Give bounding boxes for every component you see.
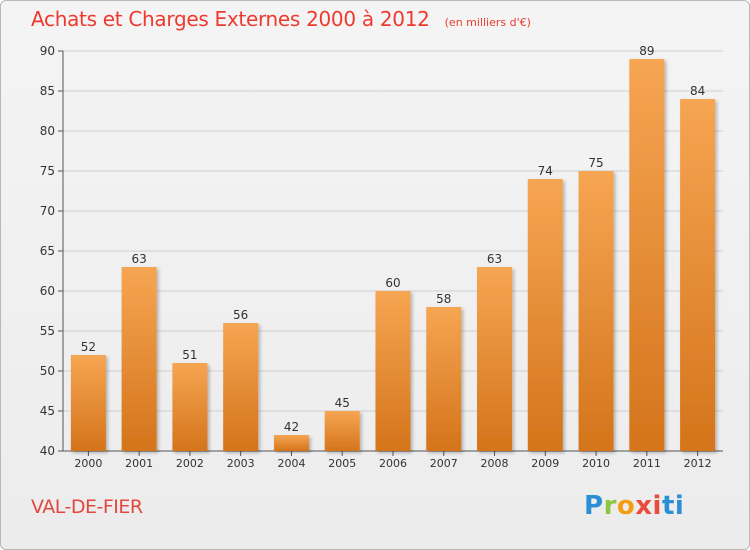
logo-letter: t [661,491,675,521]
bar [324,411,360,451]
x-tick-label: 2002 [176,457,204,470]
x-tick-label: 2001 [125,457,153,470]
place-name: VAL-DE-FIER [31,496,143,518]
x-tick-label: 2008 [481,457,509,470]
bar [375,291,411,451]
title-row: Achats et Charges Externes 2000 à 2012 (… [31,7,531,31]
data-label: 51 [182,348,197,362]
bar [680,99,716,451]
bar [70,355,106,451]
data-label: 52 [81,340,96,354]
data-label: 42 [284,420,299,434]
x-tick-label: 2007 [430,457,458,470]
y-tick-label: 85 [40,84,55,98]
x-tick-label: 2010 [582,457,610,470]
data-label: 60 [385,276,400,290]
y-tick-label: 60 [40,284,55,298]
logo-letter: x [635,491,653,521]
chart-subtitle: (en milliers d'€) [444,16,531,29]
bar [172,363,208,451]
bar [578,171,614,451]
data-label: 89 [639,44,654,58]
x-tick-label: 2011 [633,457,661,470]
data-label: 84 [690,84,705,98]
bar [629,59,665,451]
x-tick-label: 2005 [328,457,356,470]
chart-title: Achats et Charges Externes 2000 à 2012 [31,7,430,31]
logo-letter: r [603,491,617,521]
x-tick-label: 2000 [74,457,102,470]
x-tick-label: 2006 [379,457,407,470]
y-tick-label: 50 [40,364,55,378]
data-label: 58 [436,292,451,306]
logo-letter: i [674,491,685,521]
bar [477,267,513,451]
y-tick-label: 55 [40,324,55,338]
y-tick-label: 45 [40,404,55,418]
logo-letter: o [616,491,636,521]
y-tick-label: 40 [40,444,55,458]
bars [70,59,716,451]
y-tick-label: 65 [40,244,55,258]
bar [273,435,309,451]
y-tick-label: 90 [40,44,55,58]
y-tick-label: 80 [40,124,55,138]
y-tick-label: 75 [40,164,55,178]
y-tick-label: 70 [40,204,55,218]
x-tick-label: 2012 [684,457,712,470]
bar [223,323,259,451]
logo-letter: i [652,491,662,521]
bar [527,179,563,451]
logo-letter: P [584,491,604,521]
data-label: 45 [335,396,350,410]
data-label: 75 [588,156,603,170]
bar [121,267,157,451]
x-tick-label: 2003 [227,457,255,470]
data-label: 63 [132,252,147,266]
bar [426,307,462,451]
data-label: 63 [487,252,502,266]
proxiti-logo: Proxiti [584,491,684,521]
data-labels: 52 63 51 56 42 45 60 58 63 74 75 89 84 [81,44,706,434]
data-label: 56 [233,308,248,322]
data-label: 74 [538,164,553,178]
x-tick-label: 2009 [531,457,559,470]
x-tick-label: 2004 [277,457,305,470]
